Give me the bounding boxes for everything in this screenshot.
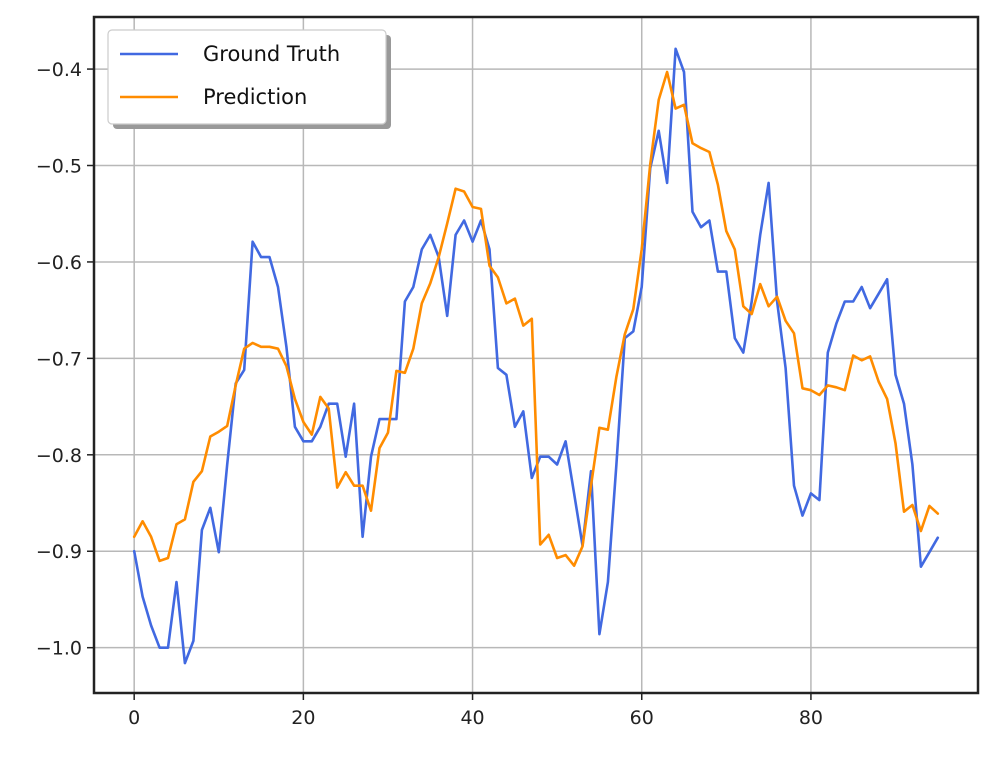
x-tick-label: 20 [291, 707, 315, 729]
y-tick-label: −0.4 [36, 59, 82, 81]
legend-label: Prediction [203, 85, 307, 109]
series-lines [132, 47, 940, 665]
x-tick-label: 80 [799, 707, 823, 729]
y-tick-label: −1.0 [36, 638, 82, 660]
legend: Ground Truth Prediction [107, 29, 391, 129]
y-tick-label: −0.7 [36, 348, 82, 370]
y-tick-label: −0.9 [36, 541, 82, 563]
y-tick-label: −0.5 [36, 156, 82, 178]
y-tick-label: −0.8 [36, 445, 82, 467]
x-tick-label: 0 [128, 707, 140, 729]
plot-frame [92, 15, 980, 695]
x-tick-label: 60 [630, 707, 654, 729]
y-tick-label: −0.6 [36, 252, 82, 274]
axis-ticks: 0 20 40 60 80 −0.4 −0.5 −0.6 −0.7 −0.8 −0.9 −1.0 [36, 59, 823, 729]
x-tick-label: 40 [460, 707, 484, 729]
series-line-ground-truth [132, 47, 940, 665]
legend-label: Ground Truth [203, 42, 340, 66]
series-line-prediction [132, 70, 940, 568]
